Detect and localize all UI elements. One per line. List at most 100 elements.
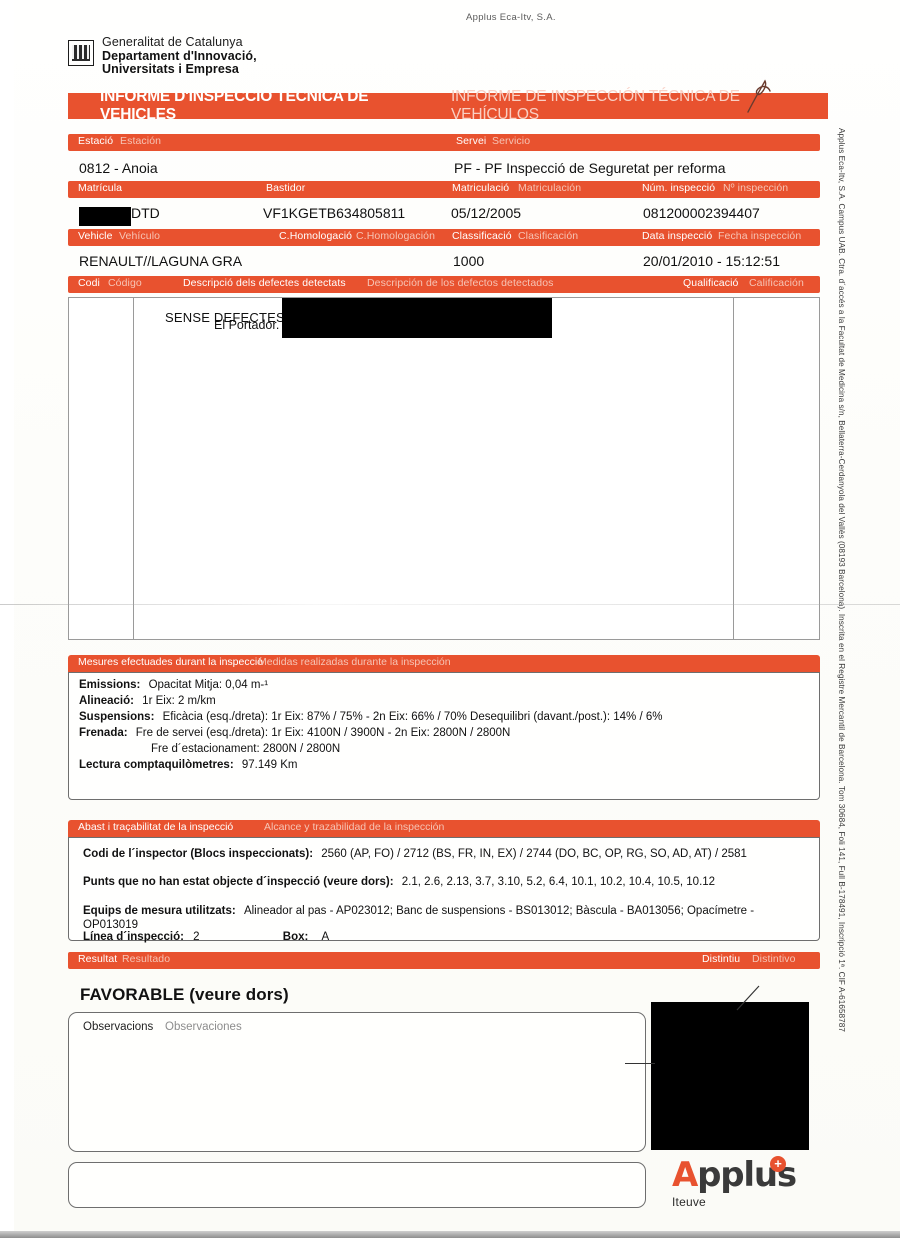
value-row-station: 0812 - Anoia PF - PF Inspecció de Segure… — [68, 158, 820, 186]
measures-title-es: Medidas realizadas durante la inspección — [258, 656, 451, 668]
value-matriculacio: 05/12/2005 — [451, 205, 522, 221]
label-estacio-ca: Estació — [78, 135, 114, 147]
label-servei-es: Servicio — [492, 135, 531, 147]
label-data-inspeccio-ca: Data inspecció — [642, 230, 713, 242]
company-name: Applus Eca-Itv, S.A. — [466, 12, 556, 23]
defects-column-divider-2 — [733, 298, 734, 639]
measures-value-4: Fre d´estacionament: 2800N / 2800N — [151, 743, 341, 755]
label-bar-vehicle-ids: Matrícula Bastidor Matriculació Matricul… — [68, 181, 820, 198]
scope-equipment-value: Alineador al pas - AP023012; Banc de sus… — [83, 905, 755, 931]
label-vehicle-ca: Vehicle — [78, 230, 113, 242]
measures-value-5: 97.149 Km — [241, 759, 298, 771]
matricula-redaction — [79, 207, 131, 226]
label-bar-station: Estació Estación Servei Servicio — [68, 134, 820, 151]
distintiu-redaction — [651, 1002, 809, 1150]
label-estacio-es: Estación — [120, 135, 162, 147]
generalitat-logo-icon — [68, 40, 94, 66]
label-data-inspeccio-es: Fecha inspección — [718, 230, 802, 242]
distintiu-label-es: Distintivo — [752, 953, 796, 965]
label-codi-es: Código — [108, 277, 142, 289]
org-line-2: Departament d'Innovació, — [102, 48, 257, 63]
legal-vertical-text: Applus Eca-Itv, S.A. Campus UAB. Ctra. d… — [837, 128, 846, 1032]
scope-equipment-label: Equips de mesura utilitzats: — [83, 905, 236, 917]
label-bar-result: Resultat Resultado Distintiu Distintivo — [68, 952, 820, 969]
value-servei: PF - PF Inspecció de Seguretat per refor… — [454, 160, 726, 176]
value-vehicle: RENAULT//LAGUNA GRA — [79, 253, 243, 269]
label-codi-ca: Codi — [78, 277, 100, 289]
document-header: Generalitat de Catalunya Departament d'I… — [68, 35, 828, 90]
defects-row-description: SENSE DEFECTES — [165, 310, 285, 325]
value-num-inspeccio: 081200002394407 — [643, 205, 760, 221]
scope-inspector-value: 2560 (AP, FO) / 2712 (BS, FR, IN, EX) / … — [321, 848, 747, 860]
label-homologacio-es: C.Homologación — [356, 230, 436, 242]
label-bar-scope: Abast i traçabilitat de la inspecció Alc… — [68, 820, 820, 837]
label-num-inspeccio-es: Nº inspección — [723, 182, 789, 194]
label-vehicle-es: Vehículo — [119, 230, 161, 242]
measures-value-2: Eficàcia (esq./dreta): 1r Eix: 87% / 75%… — [162, 711, 663, 723]
measures-label-1: Alineació: — [79, 695, 134, 707]
page-title-es: INFORME DE INSPECCIÓN TÉCNICA DE VEHÍCUL… — [451, 88, 740, 123]
value-bastidor: VF1KGETB634805811 — [263, 205, 406, 221]
scope-notinspected-label: Punts que no han estat objecte d´inspecc… — [83, 876, 394, 888]
page-title-ca: INFORME D'INSPECCIÓ TÈCNICA DE VEHICLES — [100, 88, 369, 123]
measures-value-0: Opacitat Mitja: 0,04 m-¹ — [148, 679, 269, 691]
label-classificacio-es: Clasificación — [518, 230, 579, 242]
page-left-margin — [0, 0, 14, 1238]
measures-title-ca: Mesures efectuades durant la inspecció — [78, 656, 264, 668]
scope-box-label: Box: — [282, 931, 309, 943]
defects-table: SENSE DEFECTES — [68, 297, 820, 640]
scope-line-label: Línea d´inspecció: — [83, 931, 184, 943]
value-data-inspeccio: 20/01/2010 - 15:12:51 — [643, 253, 781, 269]
document-title-band: INFORME D'INSPECCIÓ TÈCNICA DE VEHICLES … — [68, 88, 828, 123]
distintiu-label-ca: Distintiu — [702, 953, 741, 965]
value-estacio: 0812 - Anoia — [79, 160, 158, 176]
observations-box[interactable]: Observacions Observaciones — [68, 1012, 646, 1152]
scope-panel: Codi de l´inspector (Blocs inspeccionats… — [68, 837, 820, 943]
distintiu-diagonal-mark — [736, 985, 760, 1011]
label-classificacio-ca: Classificació — [452, 230, 512, 242]
measures-label-5: Lectura comptaquilòmetres: — [79, 759, 234, 771]
label-bar-vehicle-data: Vehicle Vehículo C.Homologació C.Homolog… — [68, 229, 820, 246]
label-bar-measures: Mesures efectuades durant la inspecció M… — [68, 655, 820, 672]
label-num-inspeccio-ca: Núm. inspecció — [642, 182, 716, 194]
defects-column-divider-1 — [133, 298, 134, 639]
measures-label-3: Frenada: — [79, 727, 128, 739]
applus-logo: Applus + Iteuve — [672, 1155, 797, 1209]
portador-redaction — [282, 298, 552, 338]
label-matricula: Matrícula — [78, 182, 123, 194]
measures-value-3: Fre de servei (esq./dreta): 1r Eix: 4100… — [135, 727, 511, 739]
measures-label-0: Emissions: — [79, 679, 141, 691]
label-matriculacio-es: Matriculación — [518, 182, 582, 194]
observations-label-ca: Observacions — [83, 1021, 154, 1033]
observations-label-es: Observaciones — [165, 1021, 242, 1033]
result-value: FAVORABLE (veure dors) — [80, 985, 289, 1004]
signature-box[interactable] — [68, 1162, 646, 1208]
label-qualificacio-es: Calificación — [749, 277, 804, 289]
scope-title-ca: Abast i traçabilitat de la inspecció — [78, 821, 234, 833]
applus-logo-a: A — [672, 1155, 698, 1195]
value-classificacio: 1000 — [453, 253, 485, 269]
measures-label-2: Suspensions: — [79, 711, 155, 723]
scope-box-value: A — [321, 931, 330, 943]
label-servei-ca: Servei — [456, 135, 487, 147]
org-line-3: Universitats i Empresa — [102, 62, 239, 76]
scope-notinspected-value: 2.1, 2.6, 2.13, 3.7, 3.10, 5.2, 6.4, 10.… — [401, 876, 716, 888]
generalitat-wordmark: Generalitat de Catalunya Departament d'I… — [102, 35, 257, 77]
result-title-es: Resultado — [122, 953, 171, 965]
value-row-vehicle-data: RENAULT//LAGUNA GRA 1000 20/01/2010 - 15… — [68, 251, 820, 279]
label-homologacio-ca: C.Homologació — [279, 230, 353, 242]
paper-fold-artifact — [0, 604, 900, 605]
scope-inspector-label: Codi de l´inspector (Blocs inspeccionats… — [83, 848, 314, 860]
label-qualificacio-ca: Qualificació — [683, 277, 739, 289]
applus-logo-subtitle: Iteuve — [672, 1195, 706, 1209]
measures-panel: Emissions: Opacitat Mitja: 0,04 m-¹ Alin… — [68, 672, 820, 800]
portador-label: El Portador. — [214, 318, 280, 332]
result-title-ca: Resultat — [78, 953, 118, 965]
label-bastidor: Bastidor — [266, 182, 306, 194]
label-matriculacio-ca: Matriculació — [452, 182, 510, 194]
label-bar-defects: Codi Código Descripció dels defectes det… — [68, 276, 820, 293]
value-row-vehicle-ids: DTD VF1KGETB634805811 05/12/2005 0812000… — [68, 203, 820, 231]
scope-line-value: 2 — [193, 931, 200, 943]
page-bottom-shadow — [0, 1231, 900, 1238]
label-descripcio-ca: Descripció dels defectes detectats — [183, 277, 346, 289]
